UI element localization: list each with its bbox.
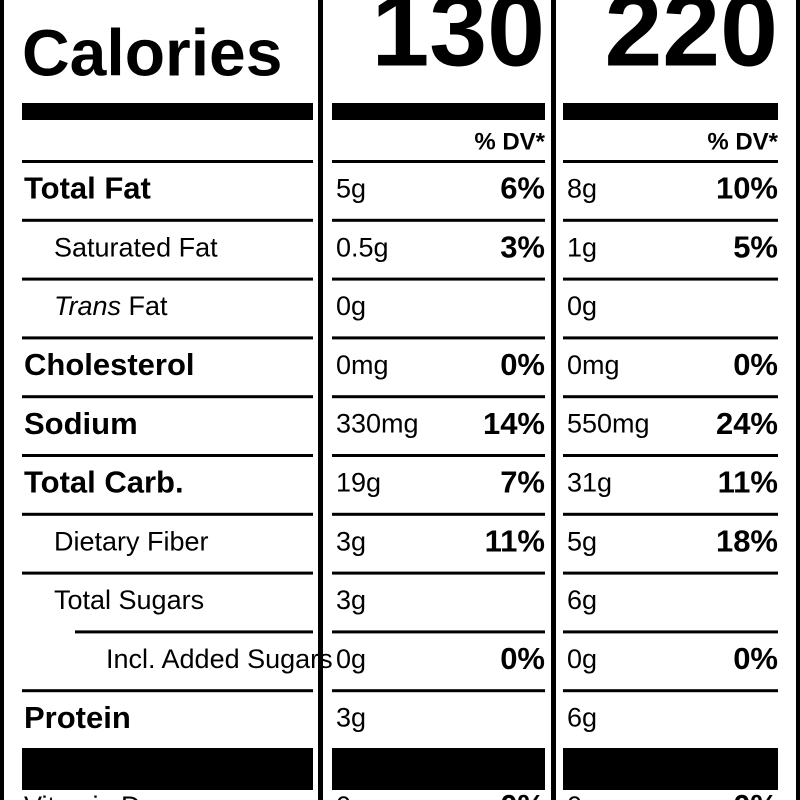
row-divider xyxy=(22,160,313,163)
left-border xyxy=(0,0,4,800)
row-divider xyxy=(332,395,545,399)
daily-value: 6% xyxy=(500,171,545,206)
nutrient-name: Cholesterol xyxy=(24,347,195,382)
row-divider xyxy=(22,454,313,457)
amount: 0g xyxy=(336,291,366,321)
nutrient-name: Dietary Fiber xyxy=(54,526,209,556)
row-divider xyxy=(332,512,545,516)
daily-value: 14% xyxy=(483,406,545,441)
amount: 550mg xyxy=(567,409,650,439)
amount: 3g xyxy=(336,585,366,615)
row-divider xyxy=(563,689,778,693)
nutrient-name: Saturated Fat xyxy=(54,232,218,262)
nutrient-name: Total Sugars xyxy=(54,585,204,615)
nutrient-name: Incl. Added Sugars xyxy=(106,644,333,674)
amount: 0mg xyxy=(336,350,389,380)
amount: 0.5g xyxy=(336,232,389,262)
daily-value: 18% xyxy=(716,523,778,558)
daily-value: 3% xyxy=(500,229,545,264)
amount: 0g xyxy=(336,644,366,674)
nutrient-rows: Total Fat 5g 6% 8g 10% Saturated Fat 0.5g 3% 1g 5… xyxy=(22,160,778,800)
thick-bar xyxy=(563,103,778,120)
column-divider xyxy=(551,0,556,800)
amount: 3g xyxy=(336,526,366,556)
daily-value: 5% xyxy=(733,229,778,264)
amount: 0mcg xyxy=(336,791,402,800)
right-border xyxy=(796,0,800,800)
amount: 0g xyxy=(567,644,597,674)
amount: 3g xyxy=(336,703,366,733)
row-divider xyxy=(563,571,778,575)
row-divider xyxy=(332,454,545,457)
amount: 1g xyxy=(567,232,597,262)
amount: 31g xyxy=(567,468,612,498)
calories-value: 220 xyxy=(604,0,778,88)
row-divider xyxy=(22,512,313,516)
amount: 6g xyxy=(567,585,597,615)
row-divider xyxy=(332,630,545,634)
daily-value: 24% xyxy=(716,406,778,441)
daily-value: 0% xyxy=(733,641,778,676)
row-divider xyxy=(22,336,313,340)
calories-label: Calories xyxy=(22,15,282,89)
nutrient-name: Protein xyxy=(24,700,131,735)
thick-bar xyxy=(22,103,313,120)
daily-value: 0% xyxy=(733,347,778,382)
nutrient-name: Trans Fat xyxy=(54,291,168,321)
thick-bar xyxy=(332,748,545,790)
nutrient-name: Vitamin D xyxy=(24,791,141,800)
row-divider xyxy=(563,160,778,163)
row-divider xyxy=(22,218,313,222)
row-divider xyxy=(332,277,545,281)
row-divider xyxy=(563,218,778,222)
thick-bar xyxy=(22,748,313,790)
row-divider xyxy=(563,395,778,399)
amount: 0mg xyxy=(567,350,620,380)
dv-header: % DV* xyxy=(707,128,778,155)
row-divider xyxy=(332,336,545,340)
row-divider xyxy=(22,571,313,575)
calories-value: 130 xyxy=(371,0,545,88)
row-divider xyxy=(332,218,545,222)
thick-bar xyxy=(563,748,778,790)
row-divider xyxy=(332,160,545,163)
row-divider xyxy=(22,395,313,399)
row-divider xyxy=(332,689,545,693)
amount: 0mcg xyxy=(567,791,633,800)
amount: 6g xyxy=(567,703,597,733)
daily-value: 0% xyxy=(500,788,545,800)
nutrient-name: Total Carb. xyxy=(24,465,184,500)
row-divider xyxy=(75,630,313,634)
row-divider xyxy=(563,277,778,281)
amount: 0g xyxy=(567,291,597,321)
daily-value: 11% xyxy=(718,465,778,500)
daily-value: 0% xyxy=(500,347,545,382)
row-divider xyxy=(22,277,313,281)
amount: 5g xyxy=(336,174,366,204)
daily-value: 0% xyxy=(733,788,778,800)
row-divider xyxy=(563,454,778,457)
daily-value: 10% xyxy=(716,171,778,206)
row-divider xyxy=(22,689,313,693)
row-divider xyxy=(563,512,778,516)
daily-value: 7% xyxy=(500,465,545,500)
amount: 330mg xyxy=(336,409,419,439)
dv-header: % DV* xyxy=(474,128,545,155)
daily-value: 11% xyxy=(485,523,545,558)
column-divider xyxy=(318,0,323,800)
row-divider xyxy=(332,571,545,575)
thick-bar xyxy=(332,103,545,120)
amount: 19g xyxy=(336,468,381,498)
row-divider xyxy=(563,630,778,634)
daily-value: 0% xyxy=(500,641,545,676)
row-divider xyxy=(563,336,778,340)
amount: 8g xyxy=(567,174,597,204)
amount: 5g xyxy=(567,526,597,556)
nutrient-name: Total Fat xyxy=(24,171,151,206)
nutrient-name: Sodium xyxy=(24,406,138,441)
